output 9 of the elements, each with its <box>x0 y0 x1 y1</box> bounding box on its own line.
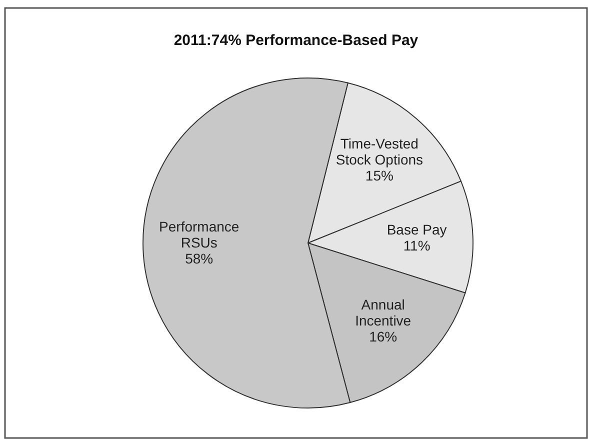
data-label: 16% <box>369 328 398 345</box>
slice-label: Annual Incentive <box>355 296 412 329</box>
data-label: 15% <box>365 168 394 184</box>
chart-title: 2011:74% Performance-Based Pay <box>174 32 419 49</box>
slice-label: Time-Vested Stock Options <box>336 136 424 168</box>
data-label: 58% <box>185 250 214 266</box>
slice-label: Performance RSUs <box>159 218 240 250</box>
slice-label: Base Pay <box>386 222 447 238</box>
data-label: 11% <box>403 238 430 254</box>
